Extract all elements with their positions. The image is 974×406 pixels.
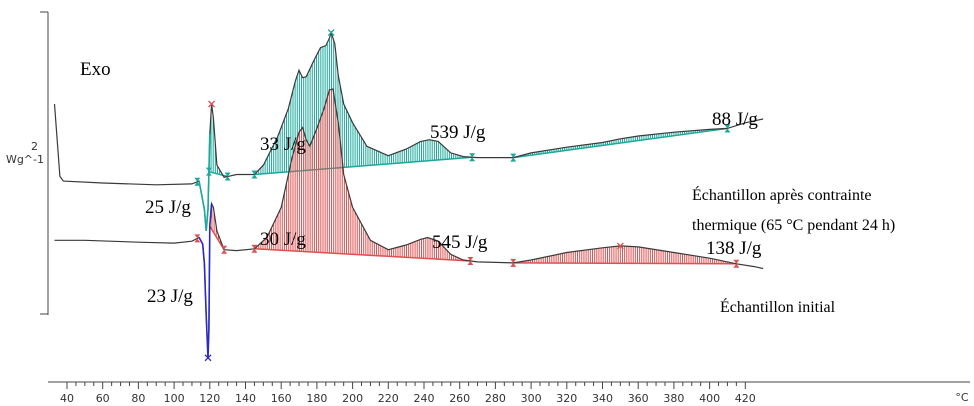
x-tick-label: 340 <box>592 392 613 405</box>
series-label-stressed-line2: thermique (65 °C pendant 24 h) <box>692 217 895 234</box>
limit-marker <box>221 245 228 250</box>
limit-marker <box>205 171 212 176</box>
limit-marker <box>224 176 231 181</box>
x-tick-label: 420 <box>735 392 756 405</box>
limit-marker <box>205 167 212 172</box>
limit-marker <box>194 234 201 239</box>
limit-marker <box>733 263 740 268</box>
limit-marker <box>510 258 517 263</box>
limit-marker <box>510 153 517 158</box>
x-tick-label: 300 <box>521 392 542 405</box>
series-label-stressed-line1: Échantillon après contrainte <box>692 185 871 204</box>
limit-marker <box>194 177 201 182</box>
limit-marker <box>510 262 517 267</box>
annotation-23: 23 J/g <box>147 286 193 307</box>
limit-marker <box>724 128 731 133</box>
limit-marker <box>469 153 476 158</box>
annotation-33: 33 J/g <box>260 134 306 155</box>
limit-marker <box>221 249 228 254</box>
limit-marker <box>194 238 201 243</box>
x-tick-label: 200 <box>342 392 363 405</box>
limit-marker <box>251 244 258 249</box>
x-tick-label: 160 <box>271 392 292 405</box>
limit-marker <box>467 256 474 261</box>
annotation-30: 30 J/g <box>260 229 306 250</box>
x-tick-label: 120 <box>199 392 220 405</box>
curves <box>53 30 764 358</box>
x-tick-label: 320 <box>556 392 577 405</box>
limit-marker <box>510 157 517 162</box>
annotation-138: 138 J/g <box>706 238 762 259</box>
x-tick-label: 280 <box>485 392 506 405</box>
x-tick-label: 380 <box>663 392 684 405</box>
annotation-545: 545 J/g <box>432 232 488 253</box>
limit-marker <box>724 124 731 129</box>
x-tick-label: 80 <box>131 392 145 405</box>
annotation-25: 25 J/g <box>145 197 191 218</box>
peak-marker <box>327 29 335 37</box>
integration-baseline <box>208 170 228 178</box>
x-axis-ticks: 40 60 80 100 120 140 160 180 200 220 240 260 280 300 3… <box>60 382 756 405</box>
limit-marker <box>469 157 476 162</box>
limit-marker <box>224 172 231 177</box>
limit-marker <box>733 259 740 264</box>
limit-marker <box>194 181 201 186</box>
curve-initial <box>54 88 764 358</box>
exo-label: Exo <box>80 59 111 80</box>
x-tick-label: 60 <box>96 392 110 405</box>
integration-baseline <box>513 127 728 159</box>
x-tick-label: 220 <box>378 392 399 405</box>
peak-marker <box>208 100 216 108</box>
y-axis-unit: Wg^-1 <box>6 153 44 166</box>
x-tick-label: 360 <box>628 392 649 405</box>
x-tick-label: 240 <box>414 392 435 405</box>
limit-marker <box>251 170 258 175</box>
limit-marker <box>251 248 258 253</box>
x-tick-label: 100 <box>164 392 185 405</box>
annotation-539: 539 J/g <box>430 122 486 143</box>
curve-stressed-endotherm <box>198 134 211 231</box>
y-axis-value: 2 <box>31 140 38 153</box>
x-tick-label: 140 <box>235 392 256 405</box>
limit-marker <box>467 260 474 265</box>
x-axis-unit: °C <box>955 391 969 404</box>
x-tick-label: 260 <box>449 392 470 405</box>
limit-marker <box>251 174 258 179</box>
peak-marker <box>616 242 624 250</box>
curve-initial-endotherm <box>198 203 213 358</box>
x-tick-label: 180 <box>306 392 327 405</box>
integration-markers <box>194 29 740 362</box>
peak-fills <box>208 33 737 265</box>
x-tick-label: 40 <box>60 392 74 405</box>
annotation-88: 88 J/g <box>712 109 758 130</box>
x-tick-label: 400 <box>699 392 720 405</box>
series-label-initial: Échantillon initial <box>720 297 836 316</box>
peak-marker <box>204 354 212 362</box>
